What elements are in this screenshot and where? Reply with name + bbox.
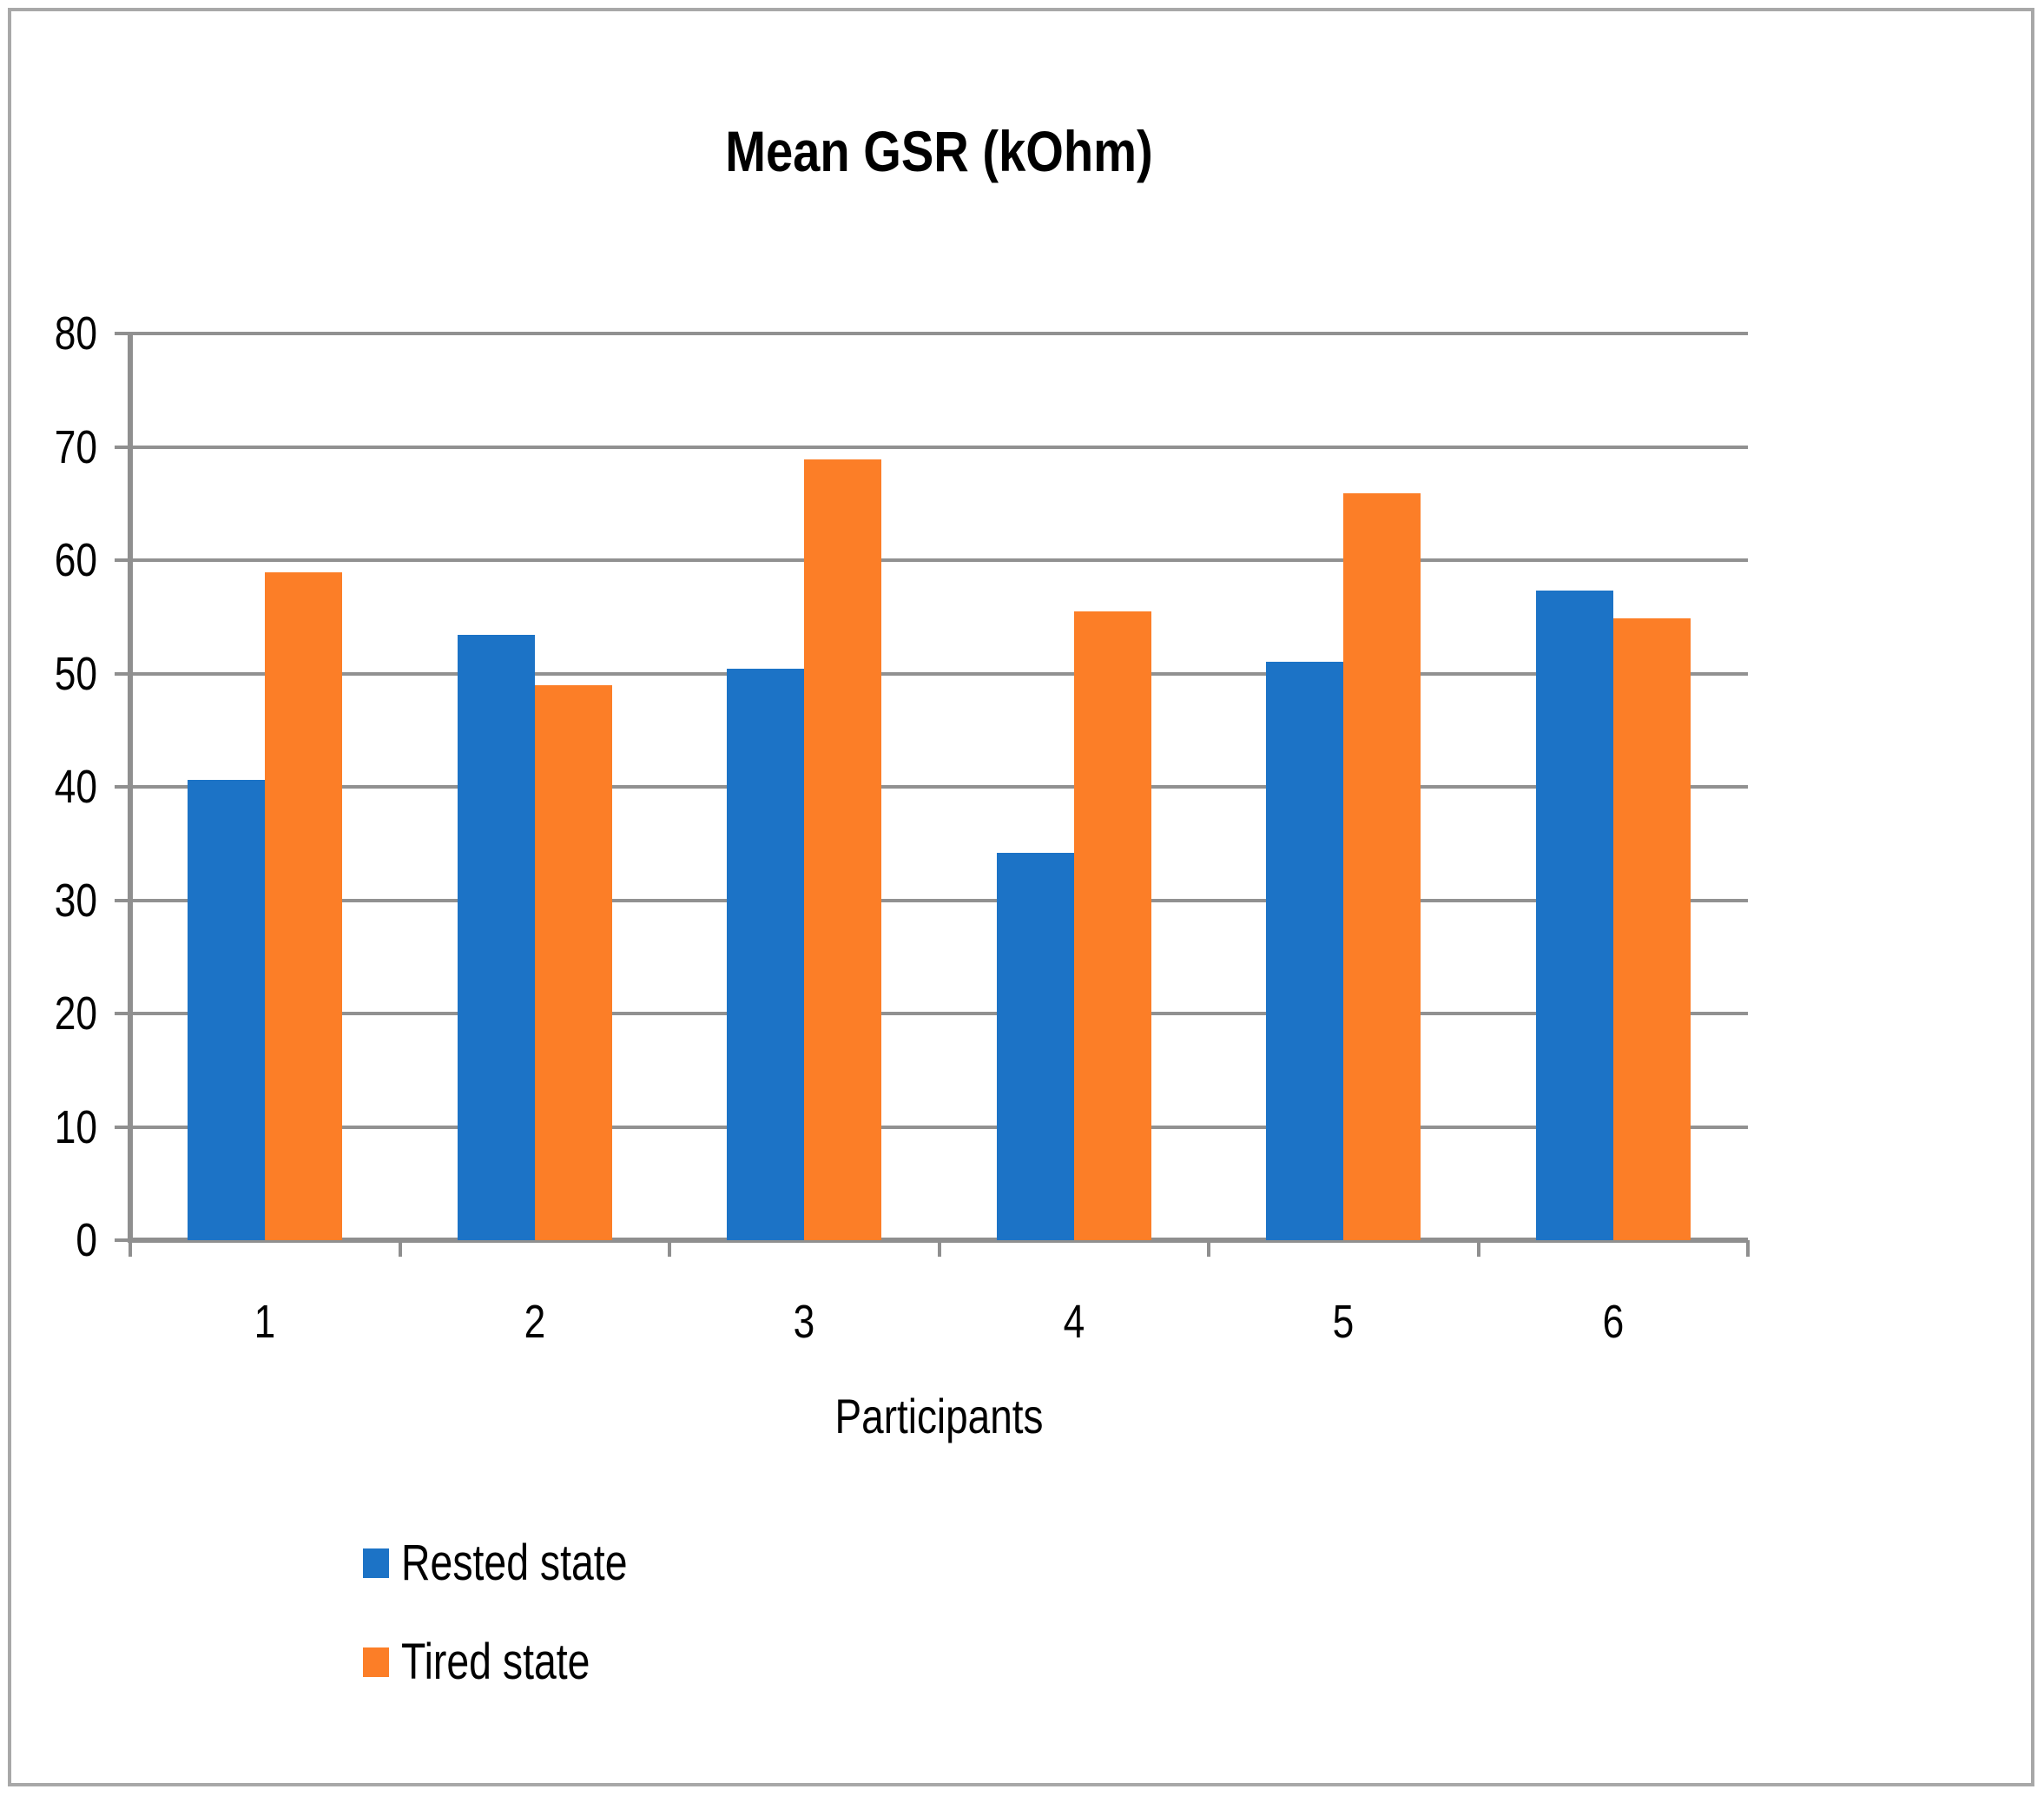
bar-tired-state-participant-4 [1074, 611, 1151, 1240]
y-tick-label-10: 10 [54, 1101, 97, 1153]
bar-tired-state-participant-5 [1343, 493, 1421, 1240]
x-tick-label-6: 6 [1602, 1296, 1625, 1348]
legend-label-rested-state: Rested state [401, 1535, 628, 1591]
x-tick-label-4: 4 [1063, 1296, 1085, 1348]
chart-border [8, 8, 2034, 1786]
y-tick-label-50: 50 [54, 648, 97, 700]
y-tick-label-60: 60 [54, 534, 97, 586]
bar-rested-state-participant-3 [727, 669, 804, 1240]
bar-tired-state-participant-1 [265, 572, 342, 1240]
legend-swatch-tired-state-icon [363, 1647, 389, 1677]
bar-tired-state-participant-2 [535, 685, 612, 1240]
x-tick-0 [129, 1240, 132, 1257]
gridline-40 [130, 785, 1748, 789]
bar-tired-state-participant-3 [804, 459, 881, 1240]
chart-title: Mean GSR (kOhm) [725, 119, 1153, 183]
gridline-10 [130, 1126, 1748, 1129]
gridline-50 [130, 672, 1748, 676]
y-tick-0 [115, 1238, 130, 1242]
y-tick-label-70: 70 [54, 421, 97, 473]
bar-rested-state-participant-6 [1536, 591, 1613, 1240]
x-tick-4 [1207, 1240, 1210, 1257]
gridline-70 [130, 446, 1748, 449]
x-tick-label-3: 3 [793, 1296, 815, 1348]
legend-swatch-rested-state-icon [363, 1548, 389, 1578]
y-tick-10 [115, 1126, 130, 1129]
y-axis-line [128, 333, 133, 1243]
gridline-80 [130, 332, 1748, 335]
y-tick-label-20: 20 [54, 987, 97, 1040]
y-tick-50 [115, 672, 130, 676]
y-tick-70 [115, 446, 130, 449]
y-tick-label-40: 40 [54, 761, 97, 813]
legend-label-tired-state: Tired state [401, 1634, 590, 1690]
gridline-30 [130, 899, 1748, 902]
gridline-20 [130, 1012, 1748, 1015]
x-tick-6 [1746, 1240, 1750, 1257]
bar-rested-state-participant-1 [188, 780, 265, 1240]
x-tick-3 [938, 1240, 941, 1257]
bar-tired-state-participant-6 [1613, 618, 1691, 1240]
y-tick-label-80: 80 [54, 307, 97, 360]
x-axis-title: Participants [834, 1389, 1044, 1443]
y-tick-80 [115, 332, 130, 335]
y-tick-60 [115, 558, 130, 562]
y-tick-label-0: 0 [76, 1214, 97, 1266]
y-tick-20 [115, 1012, 130, 1015]
x-tick-2 [668, 1240, 671, 1257]
x-tick-label-2: 2 [524, 1296, 546, 1348]
gridline-60 [130, 558, 1748, 562]
x-tick-5 [1477, 1240, 1480, 1257]
y-tick-label-30: 30 [54, 875, 97, 927]
bar-rested-state-participant-2 [458, 635, 535, 1240]
bar-rested-state-participant-4 [997, 853, 1074, 1240]
y-tick-40 [115, 785, 130, 789]
x-tick-1 [399, 1240, 402, 1257]
y-tick-30 [115, 899, 130, 902]
bar-rested-state-participant-5 [1266, 662, 1343, 1240]
x-tick-label-5: 5 [1332, 1296, 1355, 1348]
x-tick-label-1: 1 [254, 1296, 276, 1348]
